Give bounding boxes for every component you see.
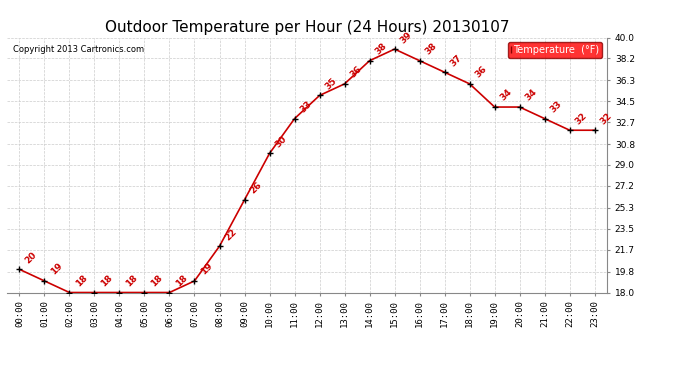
Text: 34: 34 — [499, 88, 514, 103]
Text: 36: 36 — [474, 64, 489, 80]
Text: 20: 20 — [23, 250, 39, 265]
Text: 26: 26 — [248, 180, 264, 196]
Text: 37: 37 — [448, 53, 464, 68]
Text: 38: 38 — [424, 41, 439, 57]
Text: 32: 32 — [599, 111, 614, 126]
Text: 36: 36 — [348, 64, 364, 80]
Legend: Temperature  (°F): Temperature (°F) — [509, 42, 602, 58]
Text: 18: 18 — [74, 273, 89, 288]
Text: 35: 35 — [324, 76, 339, 91]
Text: 18: 18 — [148, 273, 164, 288]
Text: 38: 38 — [374, 41, 389, 57]
Text: 22: 22 — [224, 227, 239, 242]
Text: 19: 19 — [48, 261, 64, 277]
Text: Copyright 2013 Cartronics.com: Copyright 2013 Cartronics.com — [13, 45, 144, 54]
Text: 30: 30 — [274, 134, 289, 149]
Text: 19: 19 — [199, 261, 214, 277]
Text: 18: 18 — [99, 273, 114, 288]
Text: 34: 34 — [524, 88, 539, 103]
Text: 18: 18 — [124, 273, 139, 288]
Text: 18: 18 — [174, 273, 189, 288]
Text: 32: 32 — [574, 111, 589, 126]
Text: 33: 33 — [299, 99, 314, 114]
Title: Outdoor Temperature per Hour (24 Hours) 20130107: Outdoor Temperature per Hour (24 Hours) … — [105, 20, 509, 35]
Text: 39: 39 — [399, 30, 414, 45]
Text: 33: 33 — [549, 99, 564, 114]
